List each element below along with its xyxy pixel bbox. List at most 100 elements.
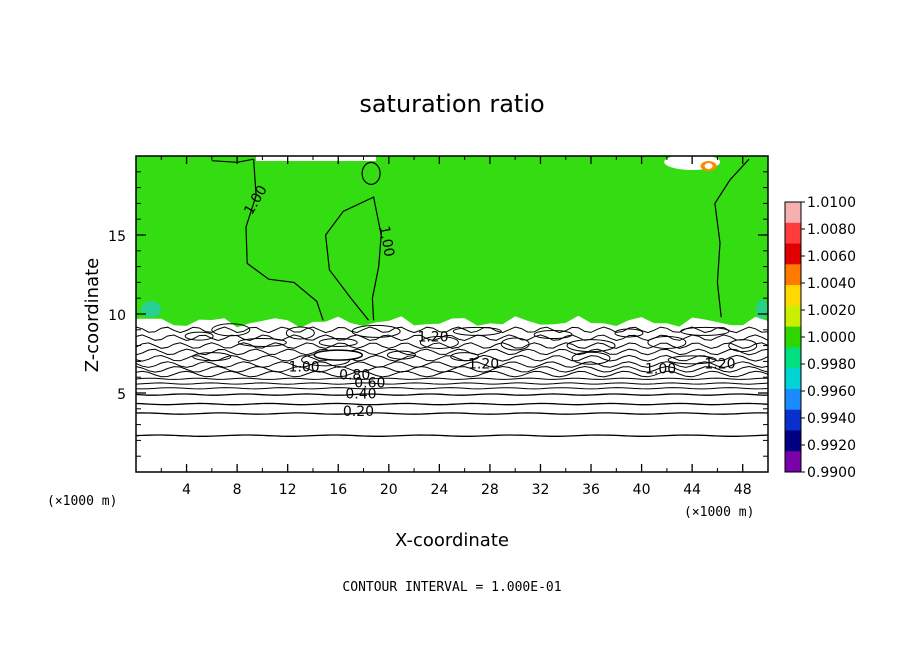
contour-line	[135, 342, 769, 349]
contour-cell	[386, 350, 416, 360]
colorbar-label: 0.9980	[807, 357, 856, 373]
contour-label: 1.20	[704, 357, 735, 373]
side-patch	[755, 299, 768, 320]
contour-cell	[192, 352, 232, 362]
contour-line	[135, 412, 769, 415]
contour-line	[135, 393, 769, 396]
top-edge-patch	[704, 163, 713, 169]
contour-cell	[614, 328, 644, 338]
x-tick-label: 20	[380, 482, 398, 498]
x-tick-label: 28	[481, 482, 499, 498]
contour-interval-note: CONTOUR INTERVAL = 1.000E-01	[342, 580, 561, 595]
colorbar	[784, 201, 802, 473]
colorbar-label: 0.9940	[807, 411, 856, 427]
colorbar-label: 1.0080	[807, 222, 856, 238]
x-tick-label: 44	[683, 482, 701, 498]
colorbar-swatch	[785, 264, 801, 286]
plot-field	[136, 154, 768, 472]
contour-line	[245, 159, 324, 321]
contour-label: 1.00	[376, 225, 397, 258]
colorbar-label: 1.0040	[807, 276, 856, 292]
colorbar-label: 0.9960	[807, 384, 856, 400]
contour-lines	[135, 158, 769, 437]
colorbar-label: 1.0020	[807, 303, 856, 319]
x-tick-label: 36	[582, 482, 600, 498]
chart-title: saturation ratio	[359, 90, 544, 118]
contour-cell	[728, 339, 758, 353]
contour-label: 1.20	[468, 357, 499, 373]
contour-label: 1.00	[289, 360, 320, 376]
x-tick-label: 4	[182, 482, 191, 498]
contour-label: 0.60	[354, 376, 385, 392]
contour-cell	[285, 326, 315, 340]
x-tick-label: 12	[279, 482, 297, 498]
colorbar-swatch	[785, 368, 801, 390]
x-axis-ticks: 4 8 12 16 20 24 28 32 36 40 44 48	[160, 156, 752, 498]
contour-line	[714, 158, 750, 318]
contour-label: 0.40	[345, 387, 376, 403]
contour-line	[324, 196, 382, 321]
contour-cell	[571, 351, 611, 365]
contour-cell	[566, 339, 616, 353]
colorbar-labels: 1.0100 1.0080 1.0060 1.0040 1.0020 1.0000 0.99…	[801, 195, 856, 481]
contour-cell	[500, 337, 530, 351]
contour-cell	[680, 326, 730, 336]
contour-line	[135, 354, 769, 362]
colorbar-swatch	[785, 326, 801, 348]
contour-line	[135, 382, 769, 385]
colorbar-label: 1.0060	[807, 249, 856, 265]
contour-cell	[419, 335, 459, 349]
contour-line	[135, 348, 769, 356]
contour-cell	[667, 355, 717, 365]
colorbar-swatch	[785, 409, 801, 431]
contour-line	[135, 370, 769, 378]
x-tick-label: 16	[329, 482, 347, 498]
colorbar-label: 0.9920	[807, 438, 856, 454]
contour-line	[361, 161, 381, 185]
x-tick-label: 8	[233, 482, 242, 498]
contour-cell	[450, 352, 480, 362]
y-tick-label: 10	[108, 308, 126, 324]
contour-labels: 1.001.001.201.20 1.201.00 1.000.800.600.40…	[241, 183, 735, 420]
contour-label: 1.00	[645, 361, 676, 377]
x-unit-label-left: (×1000 m)	[47, 494, 117, 509]
y-axis-label: Z-coordinate	[82, 258, 103, 373]
top-edge-patch	[256, 156, 376, 161]
colorbar-swatch	[785, 388, 801, 411]
side-patch	[141, 301, 162, 318]
x-tick-label: 24	[430, 482, 448, 498]
contour-line	[135, 326, 769, 334]
colorbar-swatch	[785, 305, 801, 328]
contour-cell	[452, 326, 502, 336]
colorbar-label: 0.9900	[807, 465, 856, 481]
contour-cell	[313, 349, 363, 361]
contour-cell	[647, 335, 687, 349]
contour-cell	[237, 337, 287, 347]
contour-label: 1.20	[417, 330, 448, 346]
colorbar-swatch	[785, 222, 801, 245]
contour-cell	[351, 324, 401, 338]
contour-line	[135, 377, 768, 380]
colorbar-label: 1.0100	[807, 195, 856, 211]
x-unit-label-right: (×1000 m)	[684, 505, 754, 520]
field-upper-region	[136, 156, 768, 328]
x-tick-label: 32	[532, 482, 550, 498]
x-axis-label: X-coordinate	[395, 530, 509, 551]
colorbar-swatch	[785, 202, 801, 224]
y-axis-ticks: 5 10 15	[108, 171, 768, 457]
contour-cell	[211, 323, 251, 337]
colorbar-swatch	[785, 285, 801, 307]
contour-line	[135, 434, 769, 437]
x-tick-label: 48	[734, 482, 752, 498]
colorbar-swatch	[785, 430, 801, 452]
contour-line	[135, 387, 769, 390]
colorbar-swatch	[785, 451, 801, 473]
colorbar-swatch	[785, 243, 801, 265]
y-tick-label: 5	[117, 387, 126, 403]
colorbar-swatch	[785, 347, 801, 369]
contour-line	[135, 402, 769, 406]
y-tick-label: 15	[108, 229, 126, 245]
contour-cell	[184, 331, 214, 341]
contour-cell	[318, 337, 358, 347]
